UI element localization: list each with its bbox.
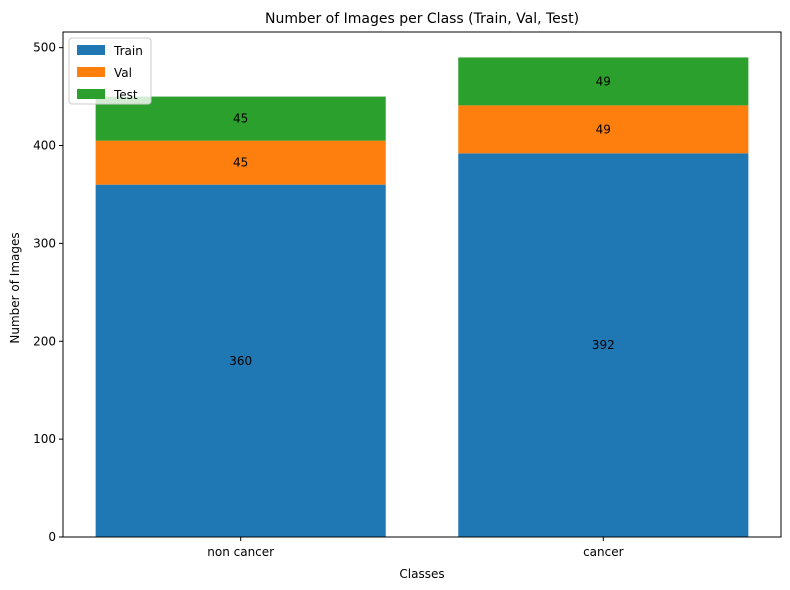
data-label-test-cancer: 49 bbox=[596, 74, 611, 88]
legend: Train Val Test bbox=[68, 37, 152, 105]
plot-frame bbox=[62, 31, 782, 538]
data-label-train-non-cancer: 360 bbox=[229, 354, 252, 368]
y-tick-label: 200 bbox=[33, 334, 56, 348]
bars-group bbox=[95, 57, 749, 538]
bar-val-cancer bbox=[458, 105, 749, 154]
y-tick-label: 0 bbox=[48, 530, 56, 544]
data-labels-group: 360 45 45 392 49 49 bbox=[229, 74, 615, 367]
legend-label-val: Val bbox=[114, 66, 132, 80]
x-tick-label: non cancer bbox=[207, 545, 274, 559]
y-tick-label: 500 bbox=[33, 41, 56, 55]
bar-train-cancer bbox=[458, 153, 749, 538]
x-tick-label: cancer bbox=[583, 545, 624, 559]
legend-swatch-test bbox=[77, 89, 105, 99]
chart-title: Number of Images per Class (Train, Val, … bbox=[265, 11, 579, 27]
data-label-val-cancer: 49 bbox=[596, 122, 611, 136]
x-axis-label: Classes bbox=[399, 567, 444, 581]
y-tick-label: 100 bbox=[33, 432, 56, 446]
bar-test-cancer bbox=[458, 57, 749, 106]
bar-val-non-cancer bbox=[95, 140, 386, 185]
data-label-val-non-cancer: 45 bbox=[233, 156, 248, 170]
legend-label-test: Test bbox=[113, 88, 138, 102]
y-tick-label: 300 bbox=[33, 236, 56, 250]
bar-train-non-cancer bbox=[95, 184, 386, 537]
x-axis: non cancer cancer bbox=[207, 537, 624, 559]
y-axis-label: Number of Images bbox=[8, 232, 22, 343]
legend-swatch-val bbox=[77, 67, 105, 77]
data-label-train-cancer: 392 bbox=[592, 338, 615, 352]
legend-swatch-train bbox=[77, 45, 105, 55]
y-axis: 0 100 200 300 400 500 bbox=[33, 41, 63, 544]
legend-label-train: Train bbox=[113, 44, 143, 58]
y-tick-label: 400 bbox=[33, 139, 56, 153]
data-label-test-non-cancer: 45 bbox=[233, 112, 248, 126]
